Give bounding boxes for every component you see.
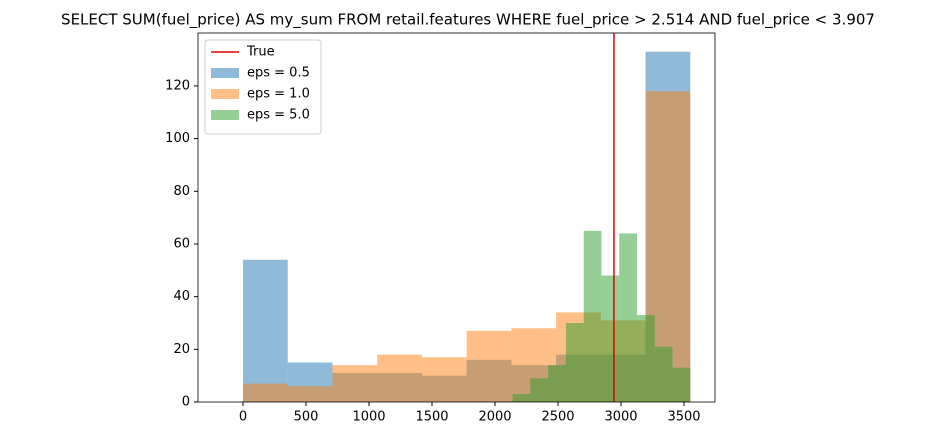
x-tick-label: 1500 — [415, 410, 448, 425]
histogram-bar — [601, 275, 620, 402]
histogram-bar — [512, 394, 531, 402]
histogram-bar — [242, 383, 288, 402]
histogram-bar — [565, 322, 584, 402]
histogram-bar — [332, 365, 378, 402]
x-tick-label: 0 — [239, 410, 247, 425]
histogram-bar — [619, 233, 638, 402]
x-tick-label: 500 — [294, 410, 319, 425]
histogram-bar — [637, 315, 655, 402]
histogram-bar — [654, 346, 673, 402]
y-tick-label: 0 — [182, 395, 190, 410]
histogram-bar — [583, 230, 602, 402]
legend-swatch — [211, 68, 239, 78]
legend-label: eps = 0.5 — [247, 66, 310, 81]
x-tick-label: 1000 — [352, 410, 385, 425]
legend-label: eps = 5.0 — [247, 108, 310, 123]
plot-frame — [197, 32, 716, 403]
histogram-bar — [466, 330, 512, 402]
legend-label: eps = 1.0 — [247, 87, 310, 102]
histogram-bar — [530, 378, 549, 402]
chart-title: SELECT SUM(fuel_price) AS my_sum FROM re… — [61, 11, 875, 30]
legend-label: True — [246, 45, 275, 60]
y-tick-label: 40 — [173, 289, 190, 304]
y-tick-label: 20 — [173, 342, 190, 357]
histogram-bar — [377, 354, 422, 402]
histogram-bar — [548, 365, 566, 402]
histogram-bar — [421, 357, 467, 402]
y-tick-label: 80 — [173, 184, 190, 199]
histogram-bar — [672, 367, 691, 402]
y-tick-label: 60 — [173, 236, 190, 251]
x-tick-label: 3500 — [667, 410, 700, 425]
histogram-bar — [287, 386, 333, 402]
y-tick-label: 120 — [165, 78, 190, 93]
x-tick-label: 3000 — [604, 410, 637, 425]
x-tick-label: 2500 — [541, 410, 574, 425]
x-tick-label: 2000 — [478, 410, 511, 425]
y-tick-label: 100 — [165, 131, 190, 146]
legend-swatch — [211, 110, 239, 120]
legend-swatch — [211, 89, 239, 99]
histogram-bar — [242, 259, 288, 402]
